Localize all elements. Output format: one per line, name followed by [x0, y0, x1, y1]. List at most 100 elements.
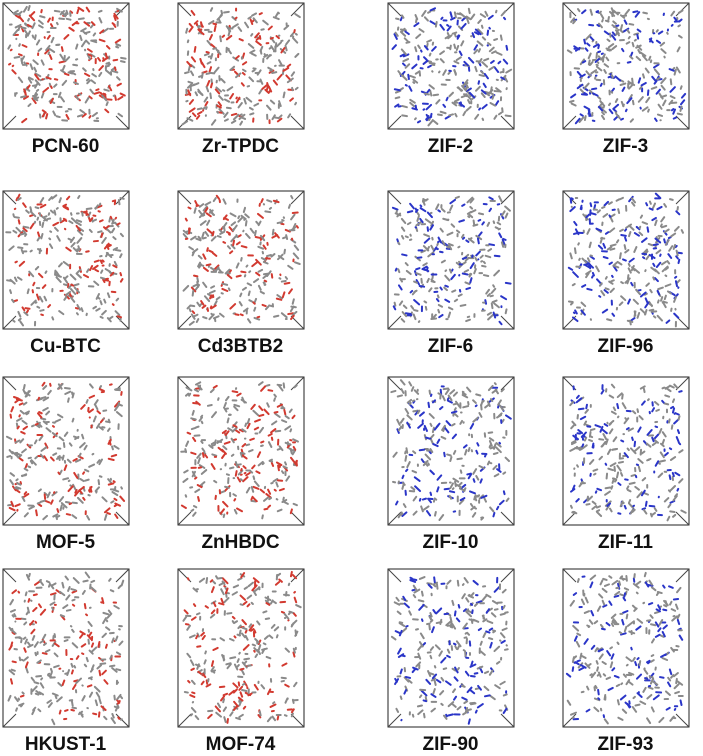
atom-bond: [85, 268, 90, 273]
atom-bond: [269, 99, 275, 105]
atom-bond: [608, 428, 613, 435]
atom-bond: [22, 401, 27, 406]
atom-bond: [257, 644, 261, 651]
atom-bond: [666, 503, 671, 509]
atom-bond: [438, 23, 445, 31]
atom-bond: [8, 278, 16, 285]
atom-bond: [476, 231, 483, 238]
atom-bond: [92, 280, 99, 286]
atom-bond: [77, 17, 85, 21]
atom-bond: [217, 94, 224, 101]
atom-bond: [271, 701, 275, 705]
atom-bond: [20, 473, 27, 478]
atom-bond: [453, 298, 458, 303]
atom-bond: [37, 47, 42, 52]
atom-bond: [462, 82, 466, 88]
atom-bond: [625, 277, 630, 285]
unit-cell-edge: [290, 315, 304, 330]
atom-bond: [441, 240, 446, 247]
atom-bond: [634, 703, 641, 707]
atom-bond: [411, 290, 417, 296]
atom-bond: [203, 96, 208, 103]
atom-bond: [52, 83, 57, 88]
atom-bond: [654, 249, 661, 255]
atom-bond: [46, 491, 51, 499]
atom-bond: [659, 451, 665, 459]
atom-bond: [473, 113, 479, 120]
atom-bond: [269, 36, 274, 40]
atom-bond: [568, 99, 575, 103]
atom-bond: [673, 225, 680, 232]
atom-bond: [184, 440, 189, 447]
atom-bond: [398, 629, 403, 637]
atom-bond: [434, 607, 442, 615]
atom-bond: [119, 56, 127, 60]
atom-bond: [438, 286, 443, 291]
atom-bond: [268, 46, 272, 50]
atom-bond: [423, 45, 429, 51]
atom-bond: [50, 606, 54, 611]
atom-bond: [653, 219, 658, 227]
atom-bond: [399, 52, 406, 58]
atom-bond: [214, 86, 222, 93]
atom-bond: [99, 705, 107, 711]
atom-bond: [253, 316, 260, 321]
atom-bond: [65, 669, 70, 677]
atom-bond: [473, 257, 478, 262]
atom-bond: [80, 643, 86, 648]
atom-bond: [426, 64, 432, 69]
atom-bond: [280, 419, 287, 424]
atom-bond: [102, 88, 110, 92]
atom-bond: [402, 304, 407, 310]
atom-bond: [673, 68, 677, 76]
atom-bond: [673, 690, 680, 695]
atom-bond: [639, 385, 646, 390]
atom-bond: [568, 206, 576, 213]
atom-bond: [493, 66, 499, 73]
atom-bond: [198, 211, 206, 219]
atom-bond: [490, 50, 497, 55]
atom-bond: [208, 66, 212, 73]
atom-bond: [444, 115, 451, 120]
atom-bond: [424, 305, 427, 311]
atom-bond: [71, 417, 74, 423]
atom-bond: [401, 58, 409, 63]
atom-bond: [579, 664, 587, 669]
atom-bond: [427, 450, 432, 455]
atom-bond: [200, 680, 205, 686]
atom-bond: [399, 379, 406, 386]
atom-bond: [263, 279, 267, 283]
atom-bond: [247, 623, 252, 628]
atom-bond: [188, 22, 192, 27]
atom-bond: [112, 444, 120, 450]
atom-bond: [491, 388, 497, 394]
atom-bond: [48, 243, 53, 249]
atom-bond: [72, 679, 79, 683]
atom-bond: [215, 194, 220, 200]
atom-bond: [250, 52, 257, 57]
atom-bond: [84, 96, 90, 104]
atom-bond: [588, 581, 593, 589]
atom-bond: [486, 313, 494, 321]
atom-bond: [652, 63, 660, 69]
atom-bond: [245, 96, 252, 103]
atom-bond: [180, 504, 187, 510]
atom-bond: [31, 281, 35, 287]
atom-bond: [494, 87, 502, 93]
atom-bond: [435, 486, 440, 493]
atom-bond: [643, 292, 648, 296]
atom-bond: [23, 307, 31, 310]
atom-bond: [669, 232, 676, 238]
atom-bond: [477, 465, 485, 470]
atom-bond: [42, 295, 47, 302]
crystal-structure-image: [562, 568, 689, 728]
atom-bond: [437, 313, 444, 319]
atom-bond: [577, 257, 581, 261]
atom-bond: [253, 480, 260, 487]
atom-bond: [431, 426, 435, 434]
atom-bond: [471, 512, 476, 518]
unit-cell-edge: [500, 115, 514, 130]
atom-bond: [71, 20, 78, 27]
atom-bond: [484, 593, 492, 599]
atom-bond: [608, 422, 612, 426]
